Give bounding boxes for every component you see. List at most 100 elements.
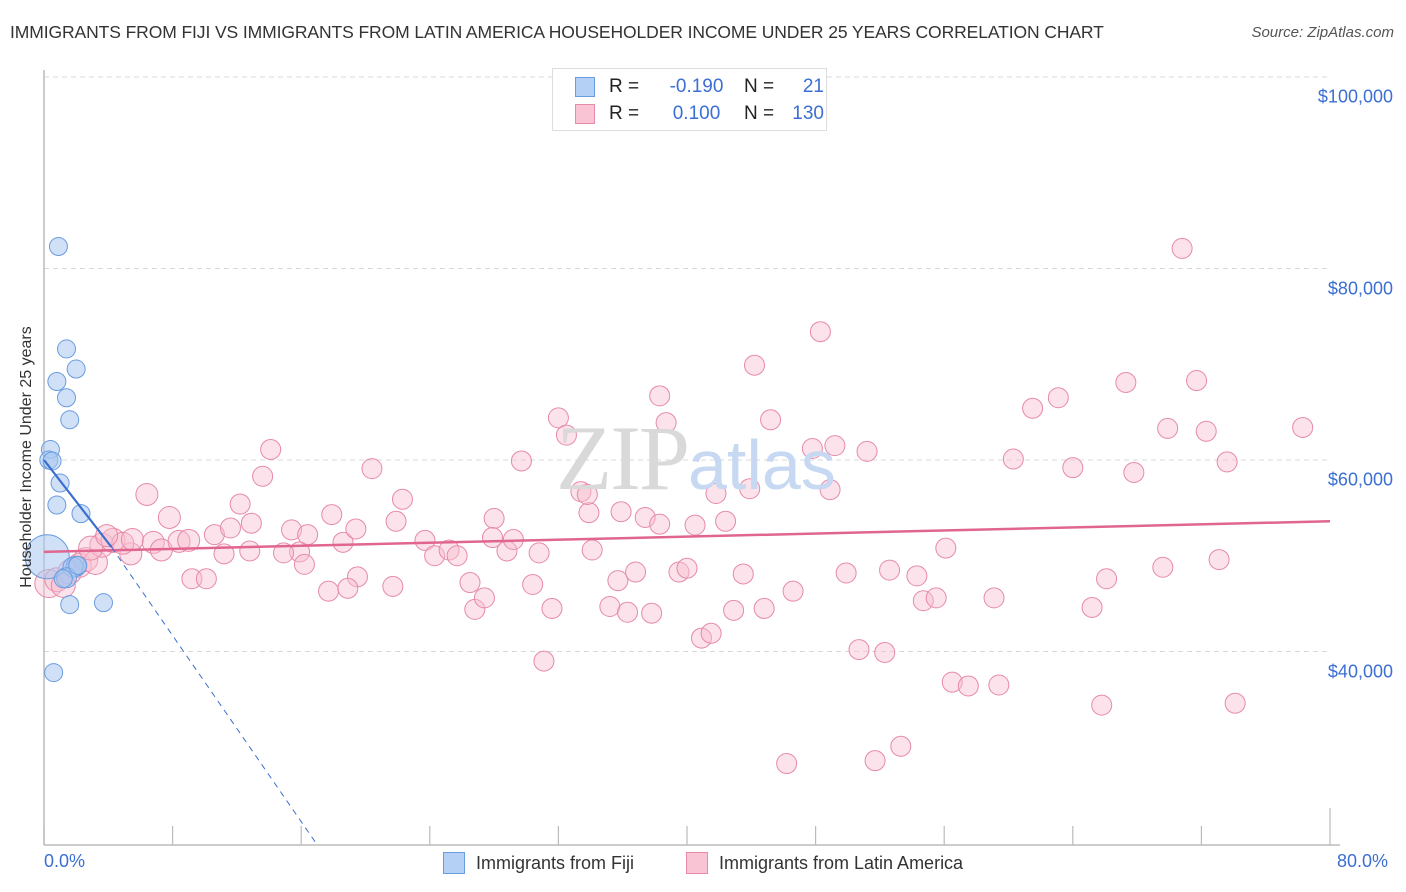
data-point	[1224, 692, 1246, 714]
data-point	[809, 321, 831, 343]
data-point	[68, 555, 88, 575]
y-tick-label: $80,000	[1327, 278, 1393, 298]
data-point	[607, 570, 629, 592]
data-point	[988, 674, 1010, 696]
data-point	[1208, 549, 1230, 571]
data-point	[297, 524, 319, 546]
data-point	[240, 512, 262, 534]
r-label: R =	[609, 103, 640, 124]
data-point	[610, 501, 632, 523]
data-point	[157, 505, 181, 529]
data-point	[723, 599, 745, 621]
data-point	[1195, 420, 1217, 442]
legend-item-latin-america[interactable]: Immigrants from Latin America	[686, 852, 963, 874]
data-point	[203, 524, 225, 546]
data-point	[1171, 237, 1193, 259]
r-value: -0.190	[669, 76, 724, 97]
data-point	[44, 663, 64, 683]
data-point	[1115, 371, 1137, 393]
data-point	[459, 572, 481, 594]
data-point	[1081, 596, 1103, 618]
data-point	[1152, 556, 1174, 578]
data-point	[835, 562, 857, 584]
data-point	[1062, 457, 1084, 479]
data-point	[705, 483, 727, 505]
legend-label: Immigrants from Fiji	[476, 852, 635, 873]
chart-title: IMMIGRANTS FROM FIJI VS IMMIGRANTS FROM …	[10, 22, 1104, 42]
data-point	[1047, 387, 1069, 409]
data-point	[71, 504, 91, 524]
data-point	[181, 568, 203, 590]
data-point	[273, 542, 295, 564]
data-point	[824, 435, 846, 457]
n-value: 130	[792, 103, 824, 124]
data-point	[547, 407, 569, 429]
x-tick-min: 0.0%	[44, 851, 86, 871]
data-point	[528, 542, 550, 564]
data-point	[239, 540, 261, 562]
y-tick-label: $100,000	[1317, 86, 1393, 107]
data-point	[177, 528, 201, 552]
fiji-points	[24, 236, 113, 683]
data-point	[890, 735, 912, 757]
n-value: 21	[802, 76, 824, 97]
data-point	[260, 438, 282, 460]
latin-america-swatch-icon	[575, 104, 595, 124]
data-point	[293, 553, 315, 575]
data-point	[47, 371, 67, 391]
data-point	[57, 339, 77, 359]
data-point	[555, 424, 577, 446]
data-point	[864, 750, 886, 772]
data-point	[1292, 416, 1314, 438]
data-point	[252, 465, 274, 487]
data-point	[446, 545, 468, 567]
data-point	[332, 531, 354, 553]
data-point	[345, 518, 367, 540]
r-label: R =	[609, 76, 640, 97]
data-point	[219, 517, 241, 539]
data-point	[776, 753, 798, 775]
data-point	[925, 587, 947, 609]
data-point	[655, 412, 677, 434]
y-tick-label: $60,000	[1327, 469, 1393, 490]
data-point	[361, 458, 383, 480]
data-point	[649, 385, 671, 407]
data-point	[782, 580, 804, 602]
data-point	[941, 671, 963, 693]
data-point	[321, 504, 343, 526]
data-point	[385, 510, 407, 532]
fiji-trend-extension	[111, 546, 318, 846]
data-point	[753, 597, 775, 619]
data-point	[760, 409, 782, 431]
data-point	[649, 513, 671, 535]
data-point	[801, 438, 823, 460]
stats-row-latin-america: R = 0.100 N = 130	[575, 101, 824, 127]
data-point	[1022, 397, 1044, 419]
legend-item-fiji[interactable]: Immigrants from Fiji	[443, 852, 634, 874]
watermark: ZIPatlas	[556, 407, 836, 509]
n-label: N =	[744, 103, 775, 124]
data-point	[483, 507, 505, 529]
data-point	[95, 524, 119, 548]
data-point	[856, 440, 878, 462]
data-point	[983, 587, 1005, 609]
data-point	[625, 561, 647, 583]
data-point	[382, 575, 404, 597]
data-point	[48, 236, 68, 256]
data-point	[739, 478, 761, 500]
trend-lines	[43, 459, 1331, 846]
data-point	[522, 573, 544, 595]
data-point	[690, 627, 712, 649]
data-point	[1096, 568, 1118, 590]
data-point	[819, 479, 841, 501]
data-point	[744, 354, 766, 376]
data-point	[684, 514, 706, 536]
data-point	[120, 527, 144, 551]
data-point	[229, 493, 251, 515]
legend-label: Immigrants from Latin America	[719, 852, 964, 873]
data-point	[481, 527, 503, 549]
data-point	[906, 565, 928, 587]
data-point	[135, 482, 159, 506]
data-point	[935, 537, 957, 559]
